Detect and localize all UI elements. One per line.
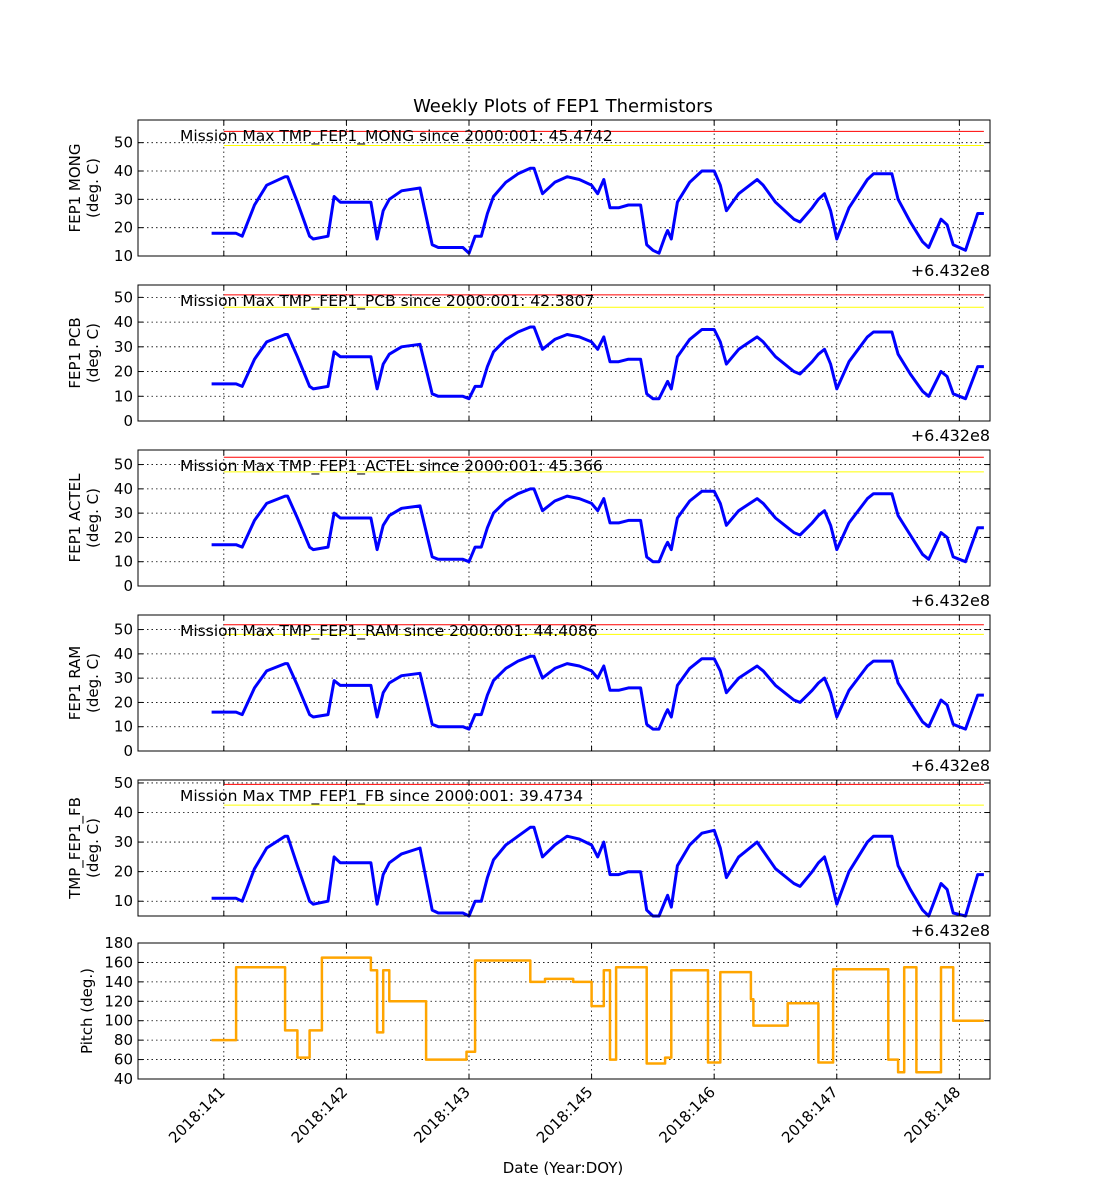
- y-axis-label: (deg. C): [84, 488, 102, 548]
- y-axis-label: FEP1 PCB: [66, 317, 84, 388]
- y-tick-label: 30: [114, 669, 133, 687]
- y-tick-label: 120: [104, 992, 133, 1010]
- axis-offset-label: +6.432e8: [911, 426, 990, 445]
- y-tick-label: 60: [114, 1051, 133, 1069]
- panel-frame: [137, 284, 991, 422]
- x-tick-label: 2018:141: [165, 1083, 229, 1147]
- y-axis-label: FEP1 RAM: [66, 646, 84, 720]
- y-axis-label: Pitch (deg.): [78, 968, 96, 1054]
- axis-offset-label: +6.432e8: [911, 921, 990, 940]
- x-tick-label: 2018:145: [533, 1083, 597, 1147]
- chart-panel: 10 20 30 40 50 TMP_FEP1_FB (deg. C) Mission Max…: [66, 774, 991, 940]
- y-tick-label: 0: [123, 412, 133, 430]
- y-tick-label: 10: [114, 387, 133, 405]
- y-tick-label: 20: [114, 693, 133, 711]
- temperature-series-line: [211, 166, 984, 255]
- mission-max-annotation: Mission Max TMP_FEP1_FB since 2000:001: …: [180, 787, 583, 806]
- y-axis-label: TMP_FEP1_FB: [66, 797, 85, 900]
- x-tick-label: 2018:148: [901, 1083, 965, 1147]
- y-axis-label: FEP1 ACTEL: [66, 473, 84, 563]
- y-tick-label: 10: [114, 247, 133, 265]
- x-tick-label: 2018:147: [778, 1083, 842, 1147]
- chart-panel: 0 10 20 30 40 50 FEP1 PCB (deg. C) Mission Max T…: [66, 284, 991, 445]
- panel-frame: [137, 119, 991, 257]
- y-tick-label: 160: [104, 953, 133, 971]
- x-tick-label: 2018:146: [655, 1083, 719, 1147]
- mission-max-annotation: Mission Max TMP_FEP1_ACTEL since 2000:00…: [180, 457, 603, 476]
- y-tick-label: 0: [123, 577, 133, 595]
- y-tick-label: 50: [114, 134, 133, 152]
- y-tick-label: 10: [114, 718, 133, 736]
- chart-panel: 0 10 20 30 40 50 FEP1 RAM (deg. C) Mission Max T…: [66, 614, 991, 775]
- y-tick-label: 50: [114, 774, 133, 792]
- y-axis-label: (deg. C): [84, 653, 102, 713]
- y-tick-label: 40: [114, 480, 133, 498]
- chart-panel: 10 20 30 40 50 FEP1 MONG (deg. C) Mission Max T…: [66, 119, 991, 280]
- temperature-series-line: [211, 487, 984, 564]
- y-axis-label: (deg. C): [84, 818, 102, 878]
- pitch-series-line: [211, 956, 984, 1074]
- mission-max-annotation: Mission Max TMP_FEP1_PCB since 2000:001:…: [180, 292, 594, 311]
- y-tick-label: 50: [114, 288, 133, 306]
- mission-max-annotation: Mission Max TMP_FEP1_RAM since 2000:001:…: [180, 622, 598, 641]
- y-tick-label: 40: [114, 645, 133, 663]
- y-tick-label: 80: [114, 1031, 133, 1049]
- y-axis-label: (deg. C): [84, 323, 102, 383]
- y-tick-label: 140: [104, 973, 133, 991]
- y-tick-label: 40: [114, 313, 133, 331]
- chart-title: Weekly Plots of FEP1 Thermistors: [413, 96, 713, 117]
- chart-panel: 0 10 20 30 40 50 FEP1 ACTEL (deg. C) Mission Max…: [66, 449, 991, 610]
- y-tick-label: 10: [114, 892, 133, 910]
- y-axis-label: FEP1 MONG: [66, 143, 84, 232]
- y-tick-label: 20: [114, 863, 133, 881]
- mission-max-annotation: Mission Max TMP_FEP1_MONG since 2000:001…: [180, 127, 613, 146]
- y-tick-label: 40: [114, 1070, 133, 1088]
- x-tick-label: 2018:143: [410, 1083, 474, 1147]
- temperature-series-line: [211, 325, 984, 401]
- axis-offset-label: +6.432e8: [911, 756, 990, 775]
- y-tick-label: 20: [114, 363, 133, 381]
- y-tick-label: 100: [104, 1012, 133, 1030]
- panel-frame: [137, 449, 991, 587]
- y-tick-label: 20: [114, 528, 133, 546]
- x-tick-label: 2018:142: [288, 1083, 352, 1147]
- panel-frame: [137, 614, 991, 752]
- panel-frame: [137, 779, 991, 917]
- y-tick-label: 50: [114, 621, 133, 639]
- y-tick-label: 20: [114, 219, 133, 237]
- y-tick-label: 10: [114, 553, 133, 571]
- y-axis-label: (deg. C): [84, 158, 102, 218]
- y-tick-label: 0: [123, 742, 133, 760]
- axis-offset-label: +6.432e8: [911, 261, 990, 280]
- temperature-series-line: [211, 654, 984, 731]
- y-tick-label: 30: [114, 504, 133, 522]
- axis-offset-label: +6.432e8: [911, 591, 990, 610]
- y-tick-label: 30: [114, 190, 133, 208]
- temperature-series-line: [211, 825, 984, 918]
- panel-frame: [137, 942, 991, 1080]
- y-tick-label: 30: [114, 338, 133, 356]
- y-tick-label: 30: [114, 833, 133, 851]
- y-tick-label: 180: [104, 934, 133, 952]
- y-tick-label: 50: [114, 456, 133, 474]
- x-axis-label: Date (Year:DOY): [503, 1159, 624, 1177]
- y-tick-label: 40: [114, 162, 133, 180]
- y-tick-label: 40: [114, 804, 133, 822]
